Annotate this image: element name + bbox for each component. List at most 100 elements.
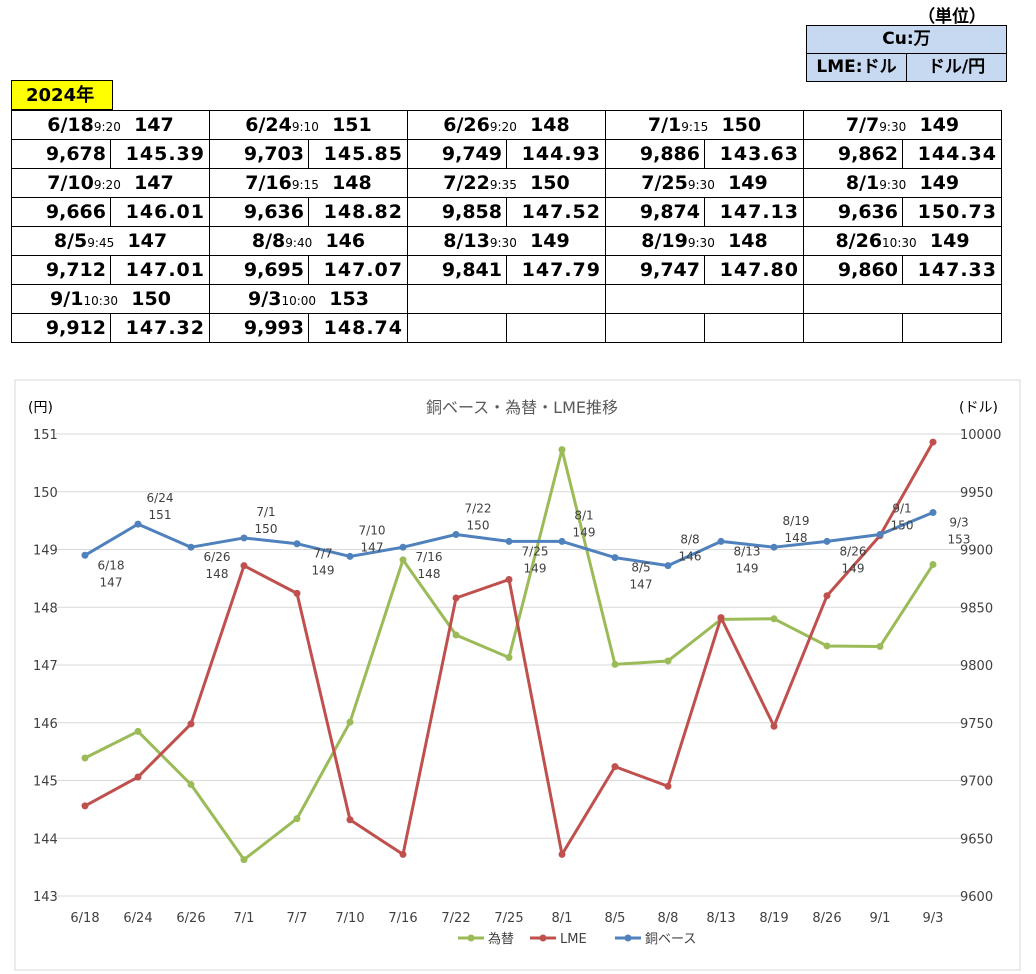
date-text: 8/5	[53, 230, 88, 252]
unit-fx: ドル/円	[927, 57, 986, 77]
point-label-value: 146	[679, 550, 702, 564]
data-point	[558, 446, 566, 454]
fx-cell: 144.34	[902, 139, 1002, 169]
date-cell: 6/189:20 147	[11, 110, 210, 140]
time-text: 9:35	[489, 178, 517, 192]
data-point	[452, 631, 460, 639]
cu-price: 147	[134, 172, 174, 194]
data-point	[558, 850, 566, 858]
cu-price: 149	[530, 230, 570, 252]
y-left-tick: 150	[33, 486, 58, 501]
point-label-date: 8/5	[631, 561, 650, 575]
data-point	[81, 754, 89, 762]
x-tick: 7/1	[234, 911, 255, 926]
data-point	[611, 763, 619, 771]
data-point	[505, 537, 513, 545]
date-text: 6/18	[47, 114, 94, 136]
data-point	[346, 816, 354, 824]
lme-cell: 9,862	[803, 139, 903, 169]
cu-price: 148	[332, 172, 372, 194]
date-text: 6/26	[443, 114, 490, 136]
data-point	[823, 592, 831, 600]
date-cell: 7/19:15 150	[605, 110, 804, 140]
cu-price: 148	[728, 230, 768, 252]
date-cell: 8/59:45 147	[11, 226, 210, 256]
time-text: 9:20	[489, 120, 517, 134]
date-text: 7/22	[443, 172, 490, 194]
fx-cell: 147.52	[506, 197, 606, 227]
date-cell: 8/89:40 146	[209, 226, 408, 256]
data-point	[505, 576, 513, 584]
legend-marker	[624, 934, 632, 942]
data-point	[770, 722, 778, 730]
lme-cell: 9,860	[803, 255, 903, 285]
date-cell: 8/139:30 149	[407, 226, 606, 256]
x-tick: 8/8	[658, 911, 679, 926]
table-value-row: 9,666 146.01 9,636 148.82 9,858 147.52 9,874 14…	[11, 197, 1002, 227]
y-right-tick: 9900	[960, 544, 993, 559]
fx-cell: 145.85	[308, 139, 408, 169]
year-label: 2024年	[11, 80, 113, 110]
cu-price: 149	[919, 114, 960, 136]
data-point	[664, 782, 672, 790]
cu-price: 150	[721, 114, 762, 136]
point-label-value: 149	[736, 561, 759, 575]
table-header-row: 9/110:30 150 9/310:00 153	[11, 284, 1002, 314]
lme-cell: 9,695	[209, 255, 309, 285]
x-tick: 7/25	[494, 911, 523, 926]
lme-cell	[803, 313, 903, 343]
fx-cell: 146.01	[110, 197, 210, 227]
data-point	[929, 509, 937, 517]
data-point	[717, 614, 725, 622]
data-point	[717, 537, 725, 545]
date-cell: 6/249:10 151	[209, 110, 408, 140]
unit-cu: Cu:万	[807, 26, 1006, 54]
y-left-tick: 148	[33, 601, 58, 616]
data-point	[876, 530, 884, 538]
price-trend-chart: 143 144 145 146 147 148 149 150 151 9600 9650 9700 9…	[14, 379, 1021, 971]
fx-cell	[506, 313, 606, 343]
point-label-value: 147	[100, 575, 123, 589]
lme-cell	[407, 313, 507, 343]
lme-cell: 9,993	[209, 313, 309, 343]
y-left-tick: 146	[33, 717, 58, 732]
time-text: 9:20	[93, 178, 121, 192]
fx-cell: 145.39	[110, 139, 210, 169]
data-point	[452, 594, 460, 602]
price-table: 6/189:20 147 6/249:10 151 6/269:20 148 7/19…	[11, 110, 1002, 343]
y-right-tick: 9800	[960, 659, 993, 674]
y-left-label: (円)	[28, 400, 53, 416]
chart-frame	[14, 379, 1021, 971]
x-tick: 8/19	[759, 911, 788, 926]
point-label-date: 7/16	[416, 550, 443, 564]
table-value-row: 9,912 147.32 9,993 148.74	[11, 313, 1002, 343]
table-header-row: 7/109:20 147 7/169:15 148 7/229:35 150 7/25…	[11, 168, 1002, 198]
x-tick: 9/3	[923, 911, 944, 926]
cu-price: 149	[929, 230, 970, 252]
table-header-row: 8/59:45 147 8/89:40 146 8/139:30 149 8/199:…	[11, 226, 1002, 256]
time-text: 9:15	[291, 178, 319, 192]
date-text: 7/16	[245, 172, 292, 194]
data-point	[134, 773, 142, 781]
y-right-tick: 9650	[960, 832, 993, 847]
y-left-tick: 144	[33, 832, 58, 847]
table-value-row: 9,712 147.01 9,695 147.07 9,841 147.79 9,747 14…	[11, 255, 1002, 285]
time-text: 9:40	[285, 236, 313, 250]
date-cell: 7/259:30 149	[605, 168, 804, 198]
data-point	[664, 562, 672, 570]
x-tick: 8/5	[605, 911, 626, 926]
lme-cell: 9,636	[209, 197, 309, 227]
date-text: 8/1	[845, 172, 880, 194]
data-point	[770, 615, 778, 623]
time-text: 9:30	[879, 120, 907, 134]
y-left-tick: 147	[33, 659, 58, 674]
cu-price: 151	[332, 114, 372, 136]
data-point	[611, 660, 619, 668]
lme-cell: 9,703	[209, 139, 309, 169]
date-cell	[407, 284, 606, 314]
lme-cell: 9,841	[407, 255, 507, 285]
time-text: 9:30	[687, 178, 715, 192]
point-label-value: 149	[842, 561, 865, 575]
y-right-tick: 10000	[960, 428, 1001, 443]
point-label-date: 8/19	[783, 514, 810, 528]
